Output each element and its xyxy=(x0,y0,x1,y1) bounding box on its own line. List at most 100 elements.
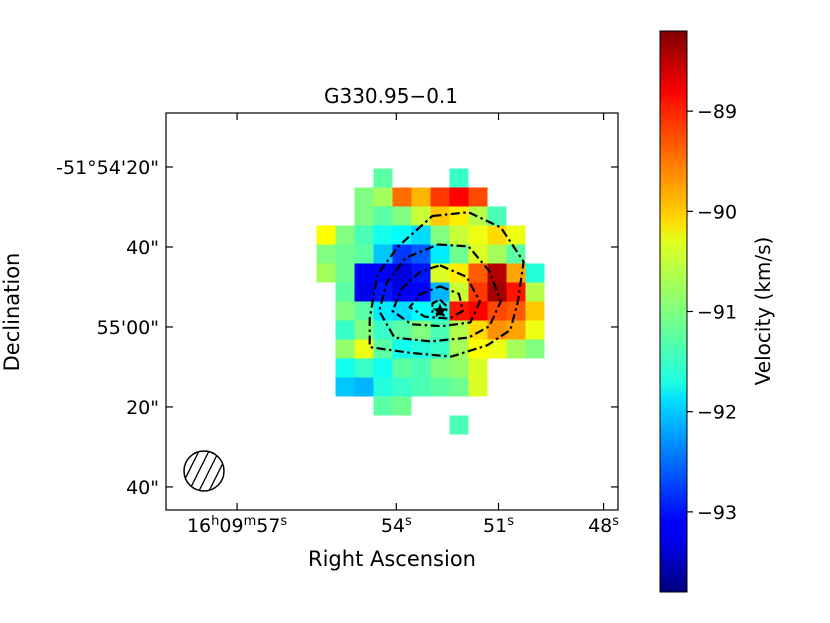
velocity-pixel xyxy=(373,377,393,397)
velocity-pixel xyxy=(468,187,488,207)
velocity-pixel xyxy=(373,225,393,245)
velocity-pixel xyxy=(449,168,469,188)
velocity-pixel xyxy=(487,244,507,264)
velocity-pixel xyxy=(449,358,469,378)
velocity-pixel xyxy=(354,301,374,321)
heatmap-pixels xyxy=(316,168,545,435)
velocity-pixel xyxy=(354,206,374,226)
velocity-pixel xyxy=(392,301,412,321)
colorbar-label: Velocity (km/s) xyxy=(751,237,775,386)
colorbar-tick-label: −91 xyxy=(697,302,737,324)
colorbar xyxy=(659,30,688,593)
velocity-pixel xyxy=(525,320,545,340)
contour-level-2 xyxy=(378,243,502,343)
velocity-pixel xyxy=(316,263,336,283)
velocity-pixel xyxy=(468,358,488,378)
plot-frame xyxy=(165,112,619,511)
x-tick-label: 51s xyxy=(483,514,514,538)
velocity-pixel xyxy=(354,263,374,283)
velocity-pixel xyxy=(373,206,393,226)
velocity-pixel xyxy=(506,282,526,302)
velocity-pixel xyxy=(449,301,469,321)
velocity-pixel xyxy=(506,244,526,264)
velocity-pixel xyxy=(411,358,431,378)
y-axis-label: Declination xyxy=(0,253,24,372)
velocity-pixel xyxy=(392,339,412,359)
velocity-pixel xyxy=(487,263,507,283)
velocity-pixel xyxy=(468,339,488,359)
velocity-pixel xyxy=(449,225,469,245)
velocity-pixel xyxy=(525,282,545,302)
velocity-pixel xyxy=(411,282,431,302)
velocity-pixel xyxy=(335,320,355,340)
velocity-pixel xyxy=(373,168,393,188)
velocity-pixel xyxy=(354,244,374,264)
velocity-pixel xyxy=(449,187,469,207)
velocity-pixel xyxy=(449,377,469,397)
velocity-pixel xyxy=(487,282,507,302)
velocity-pixel xyxy=(335,377,355,397)
velocity-pixel xyxy=(392,396,412,416)
velocity-pixel xyxy=(487,339,507,359)
velocity-pixel xyxy=(316,225,336,245)
contour-level-4 xyxy=(408,285,464,320)
velocity-pixel xyxy=(354,377,374,397)
velocity-pixel xyxy=(392,358,412,378)
velocity-pixel xyxy=(411,263,431,283)
velocity-pixel xyxy=(487,225,507,245)
velocity-pixel xyxy=(411,187,431,207)
velocity-pixel xyxy=(430,377,450,397)
velocity-pixel xyxy=(468,301,488,321)
velocity-pixel xyxy=(430,320,450,340)
velocity-pixel xyxy=(354,358,374,378)
velocity-pixel xyxy=(525,301,545,321)
colorbar-ticks: −89 −90 −91 −92 −93 xyxy=(687,101,737,524)
velocity-pixel xyxy=(411,377,431,397)
velocity-pixel xyxy=(468,263,488,283)
velocity-pixel xyxy=(392,282,412,302)
x-tick-label: 16h09m57s xyxy=(187,514,287,538)
velocity-pixel xyxy=(487,206,507,226)
y-tick-label: 40" xyxy=(126,237,159,259)
velocity-pixel xyxy=(335,244,355,264)
velocity-pixel xyxy=(373,301,393,321)
velocity-pixel xyxy=(449,415,469,435)
contour-level-1 xyxy=(368,211,525,358)
velocity-pixel xyxy=(506,225,526,245)
colorbar-tick-label: −90 xyxy=(697,201,737,223)
x-tick-label: 48s xyxy=(588,514,619,538)
velocity-pixel xyxy=(373,396,393,416)
velocity-pixel xyxy=(506,320,526,340)
contour-level-3 xyxy=(391,264,481,328)
colorbar-tick-label: −89 xyxy=(697,101,737,123)
y-tick-label: 40" xyxy=(126,477,159,499)
velocity-pixel xyxy=(316,244,336,264)
velocity-pixel xyxy=(430,244,450,264)
velocity-pixel xyxy=(449,206,469,226)
velocity-pixel xyxy=(468,225,488,245)
velocity-pixel xyxy=(392,206,412,226)
velocity-pixel xyxy=(411,320,431,340)
x-tick-label: 54s xyxy=(381,514,412,538)
velocity-pixel xyxy=(373,187,393,207)
velocity-pixel xyxy=(354,282,374,302)
velocity-pixel xyxy=(430,358,450,378)
plot-title: G330.95−0.1 xyxy=(324,84,458,108)
velocity-pixel xyxy=(449,244,469,264)
velocity-pixel xyxy=(392,244,412,264)
velocity-pixel xyxy=(430,225,450,245)
velocity-pixel xyxy=(525,263,545,283)
velocity-pixel xyxy=(411,225,431,245)
beam-ellipse xyxy=(183,450,225,492)
velocity-pixel xyxy=(335,282,355,302)
velocity-pixel xyxy=(373,244,393,264)
velocity-pixel xyxy=(335,301,355,321)
velocity-pixel xyxy=(468,206,488,226)
velocity-pixel xyxy=(392,187,412,207)
velocity-pixel xyxy=(411,206,431,226)
x-axis-label: Right Ascension xyxy=(308,547,476,571)
velocity-pixel xyxy=(430,339,450,359)
velocity-pixel xyxy=(354,187,374,207)
y-tick-label: 20" xyxy=(126,397,159,419)
